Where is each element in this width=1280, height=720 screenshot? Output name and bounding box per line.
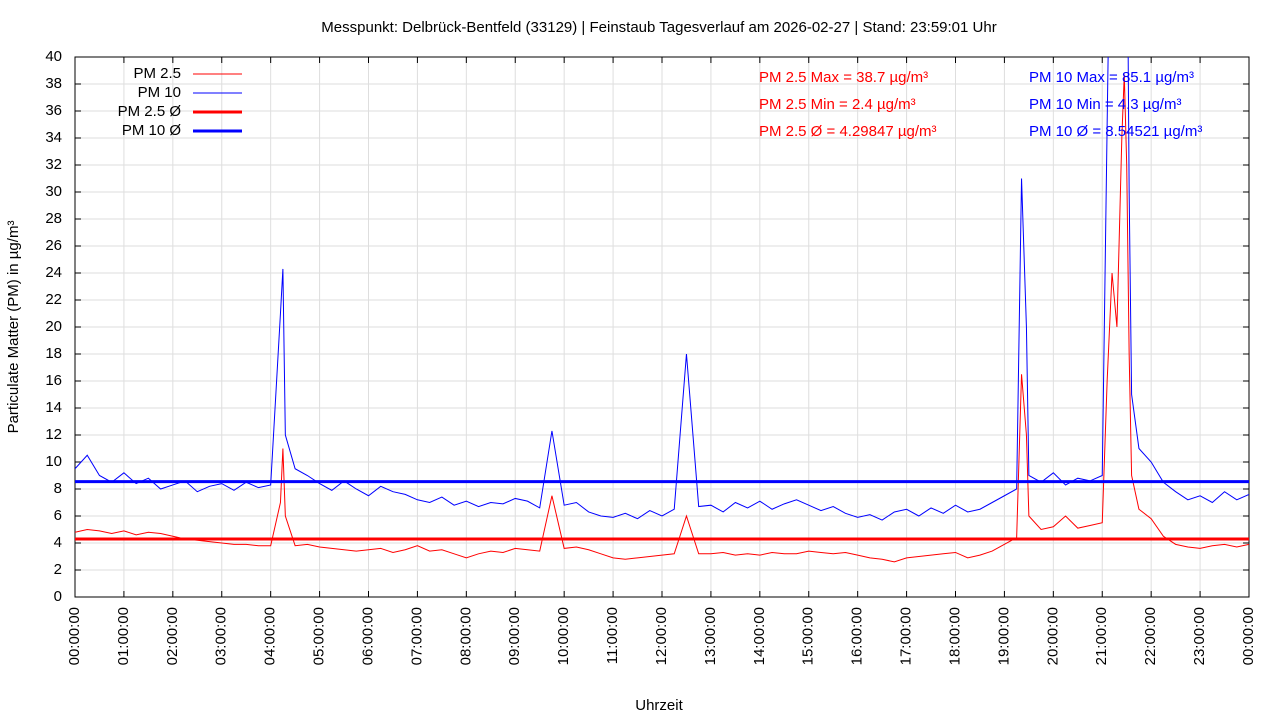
y-tick-label: 40: [45, 48, 62, 65]
x-tick-label: 00:00:00: [66, 607, 83, 665]
stat-annotation: PM 10 Ø = 8.54521 µg/m³: [1029, 123, 1202, 140]
x-tick-label: 01:00:00: [115, 607, 132, 665]
stat-annotation: PM 10 Min = 4.3 µg/m³: [1029, 96, 1181, 113]
x-tick-label: 21:00:00: [1093, 607, 1110, 665]
x-axis-label: Uhrzeit: [635, 697, 683, 714]
x-tick-label: 17:00:00: [898, 607, 915, 665]
x-tick-label: 22:00:00: [1142, 607, 1159, 665]
stat-annotation: PM 10 Max = 85.1 µg/m³: [1029, 69, 1194, 86]
y-tick-label: 6: [54, 507, 62, 524]
y-tick-label: 4: [54, 534, 62, 551]
data-line: [75, 57, 1249, 521]
stat-annotation: PM 2.5 Ø = 4.29847 µg/m³: [759, 123, 936, 140]
y-tick-label: 14: [45, 399, 62, 416]
x-tick-label: 20:00:00: [1044, 607, 1061, 665]
y-tick-label: 36: [45, 102, 62, 119]
x-tick-label: 14:00:00: [751, 607, 768, 665]
x-tick-label: 10:00:00: [555, 607, 572, 665]
x-tick-label: 16:00:00: [849, 607, 866, 665]
legend-label: PM 10 Ø: [122, 122, 182, 139]
y-tick-label: 22: [45, 291, 62, 308]
plot-frame: [74, 56, 1250, 598]
y-tick-label: 20: [45, 318, 62, 335]
x-tick-label: 12:00:00: [653, 607, 670, 665]
data-line: [75, 74, 1249, 563]
x-tick-label: 04:00:00: [262, 607, 279, 665]
plot-area: [75, 57, 1249, 563]
x-tick-label: 15:00:00: [800, 607, 817, 665]
x-tick-label: 03:00:00: [213, 607, 230, 665]
y-tick-label: 30: [45, 183, 62, 200]
x-tick-label: 08:00:00: [457, 607, 474, 665]
y-tick-label: 8: [54, 480, 62, 497]
x-tick-label: 11:00:00: [604, 607, 621, 664]
x-tick-label: 06:00:00: [359, 607, 376, 665]
y-tick-label: 34: [45, 129, 62, 146]
y-tick-label: 12: [45, 426, 62, 443]
x-tick-label: 19:00:00: [995, 607, 1012, 665]
x-tick-label: 00:00:00: [1240, 607, 1257, 665]
y-tick-label: 26: [45, 237, 62, 254]
stat-annotation: PM 2.5 Min = 2.4 µg/m³: [759, 96, 916, 113]
y-tick-label: 38: [45, 75, 62, 92]
x-tick-label: 02:00:00: [164, 607, 181, 665]
x-tick-label: 07:00:00: [408, 607, 425, 665]
y-tick-label: 32: [45, 156, 62, 173]
y-tick-label: 2: [54, 561, 62, 578]
x-tick-label: 13:00:00: [702, 607, 719, 665]
legend-label: PM 10: [138, 84, 181, 101]
chart-title: Messpunkt: Delbrück-Bentfeld (33129) | F…: [321, 19, 996, 36]
legend-label: PM 2.5: [133, 65, 181, 82]
y-tick-label: 24: [45, 264, 62, 281]
x-tick-label: 09:00:00: [506, 607, 523, 665]
y-tick-label: 18: [45, 345, 62, 362]
y-axis-label: Particulate Matter (PM) in µg/m³: [5, 221, 22, 434]
stat-annotation: PM 2.5 Max = 38.7 µg/m³: [759, 69, 928, 86]
y-tick-label: 0: [54, 588, 62, 605]
y-tick-label: 16: [45, 372, 62, 389]
legend-label: PM 2.5 Ø: [118, 103, 182, 120]
y-tick-label: 28: [45, 210, 62, 227]
x-tick-label: 23:00:00: [1191, 607, 1208, 665]
x-tick-label: 18:00:00: [946, 607, 963, 665]
x-tick-label: 05:00:00: [311, 607, 328, 665]
y-tick-label: 10: [45, 453, 62, 470]
